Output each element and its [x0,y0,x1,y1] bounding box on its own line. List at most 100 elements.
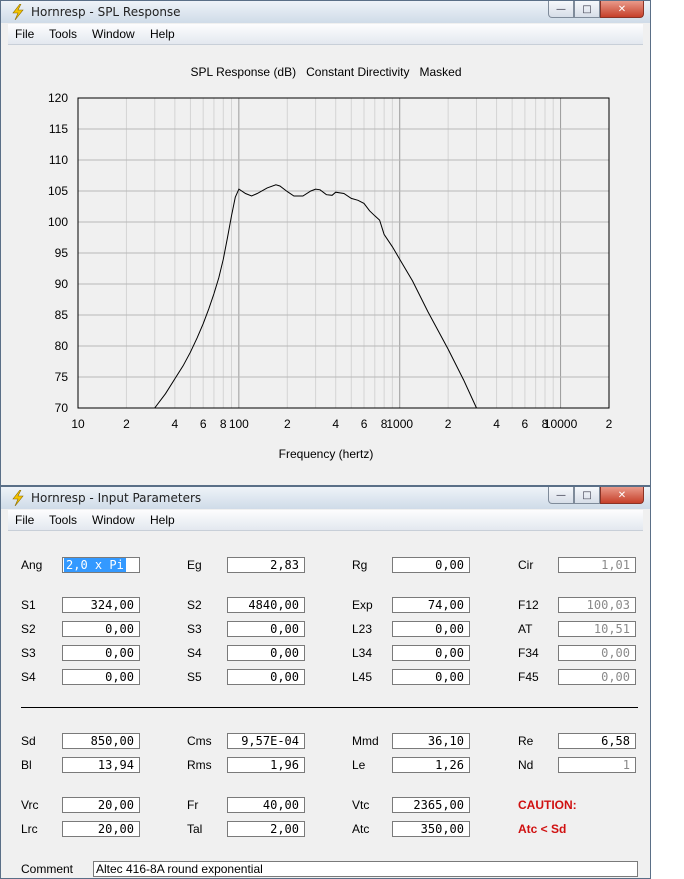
s2-label: S2 [21,622,36,636]
rms-field[interactable]: 1,96 [227,757,305,773]
menu-help[interactable]: Help [150,27,175,41]
bl-field[interactable]: 13,94 [62,757,140,773]
title-bar[interactable]: Hornresp - Input Parameters — □ ✕ [1,487,650,509]
close-button[interactable]: ✕ [600,487,644,504]
vrc-label: Vrc [21,798,39,812]
x-tick-label: 2 [123,417,130,431]
rg-field[interactable]: 0,00 [392,557,470,573]
comment-label: Comment [21,862,74,876]
cir-label: Cir [518,558,534,572]
s3-label: S3 [21,646,36,660]
le-field[interactable]: 1,26 [392,757,470,773]
chart-grid [78,98,609,408]
y-tick-label: 95 [55,246,69,260]
re-label: Re [518,734,534,748]
y-tick-label: 105 [48,184,68,198]
x-tick-label: 2 [284,417,291,431]
maximize-button[interactable]: □ [574,1,600,18]
cms-field[interactable]: 9,57E-04 [227,733,305,749]
at-label: AT [518,622,533,636]
at-field: 10,51 [558,621,636,637]
close-button[interactable]: ✕ [600,1,644,18]
input-parameters-window: Hornresp - Input Parameters — □ ✕ File T… [0,486,651,879]
cir-field: 1,01 [558,557,636,573]
lrc-label: Lrc [21,822,38,836]
title-bar[interactable]: Hornresp - SPL Response — □ ✕ [1,1,650,23]
x-tick-label: 10 [71,417,85,431]
vtc-field[interactable]: 2365,00 [392,797,470,813]
re-field[interactable]: 6,58 [558,733,636,749]
s4-field[interactable]: 0,00 [62,669,140,685]
y-tick-label: 120 [48,91,68,105]
s3-field[interactable]: 0,00 [227,621,305,637]
s2-field[interactable]: 4840,00 [227,597,305,613]
y-tick-label: 70 [55,401,69,415]
l45-label: L45 [352,670,373,684]
comment-field[interactable]: Altec 416-8A round exponential [93,861,638,877]
s4-label: S4 [187,646,202,660]
f45-field: 0,00 [558,669,636,685]
exp-label: Exp [352,598,373,612]
menu-file[interactable]: File [15,513,35,527]
eg-field[interactable]: 2,83 [227,557,305,573]
l23-field[interactable]: 0,00 [392,621,470,637]
x-tick-label: 100 [229,417,249,431]
minimize-button[interactable]: — [548,1,574,18]
x-tick-label: 4 [332,417,339,431]
minimize-button[interactable]: — [548,487,574,504]
s2-label: S2 [187,598,202,612]
fr-field[interactable]: 40,00 [227,797,305,813]
window-title: Hornresp - SPL Response [31,5,181,19]
menu-window[interactable]: Window [92,27,135,41]
caution-message: Atc < Sd [518,822,567,836]
atc-field[interactable]: 350,00 [392,821,470,837]
menu-file[interactable]: File [15,27,35,41]
maximize-button[interactable]: □ [574,487,600,504]
bl-label: Bl [21,758,32,772]
l34-label: L34 [352,646,373,660]
x-tick-label: 4 [172,417,179,431]
x-tick-label: 6 [361,417,368,431]
menu-help[interactable]: Help [150,513,175,527]
x-axis-label: Frequency (hertz) [279,447,374,461]
s3-field[interactable]: 0,00 [62,645,140,661]
lrc-field[interactable]: 20,00 [62,821,140,837]
ang-label: Ang [21,558,43,572]
menu-tools[interactable]: Tools [49,513,78,527]
x-tick-label: 2 [445,417,452,431]
lightning-icon [12,4,24,20]
s4-field[interactable]: 0,00 [227,645,305,661]
atc-label: Atc [352,822,370,836]
vrc-field[interactable]: 20,00 [62,797,140,813]
x-tick-label: 2 [606,417,613,431]
vtc-label: Vtc [352,798,370,812]
f34-label: F34 [518,646,539,660]
sd-label: Sd [21,734,36,748]
s5-field[interactable]: 0,00 [227,669,305,685]
fr-label: Fr [187,798,199,812]
tal-field[interactable]: 2,00 [227,821,305,837]
s5-label: S5 [187,670,202,684]
l34-field[interactable]: 0,00 [392,645,470,661]
s2-field[interactable]: 0,00 [62,621,140,637]
x-tick-label: 4 [493,417,500,431]
mmd-field[interactable]: 36,10 [392,733,470,749]
s3-label: S3 [187,622,202,636]
window-title: Hornresp - Input Parameters [31,491,202,505]
f12-field: 100,03 [558,597,636,613]
menu-window[interactable]: Window [92,513,135,527]
sd-field[interactable]: 850,00 [62,733,140,749]
spl-chart[interactable]: SPL Response (dB) Constant Directivity M… [8,45,645,481]
y-tick-label: 115 [49,122,68,136]
y-tick-label: 90 [55,277,69,291]
l45-field[interactable]: 0,00 [392,669,470,685]
s1-field[interactable]: 324,00 [62,597,140,613]
exp-field[interactable]: 74,00 [392,597,470,613]
rg-label: Rg [352,558,368,572]
rms-label: Rms [187,758,212,772]
menu-tools[interactable]: Tools [49,27,78,41]
s1-label: S1 [21,598,36,612]
ang-field[interactable]: 2,0 x Pi [62,557,140,573]
le-label: Le [352,758,366,772]
spl-response-window: Hornresp - SPL Response — □ ✕ File Tools… [0,0,651,486]
